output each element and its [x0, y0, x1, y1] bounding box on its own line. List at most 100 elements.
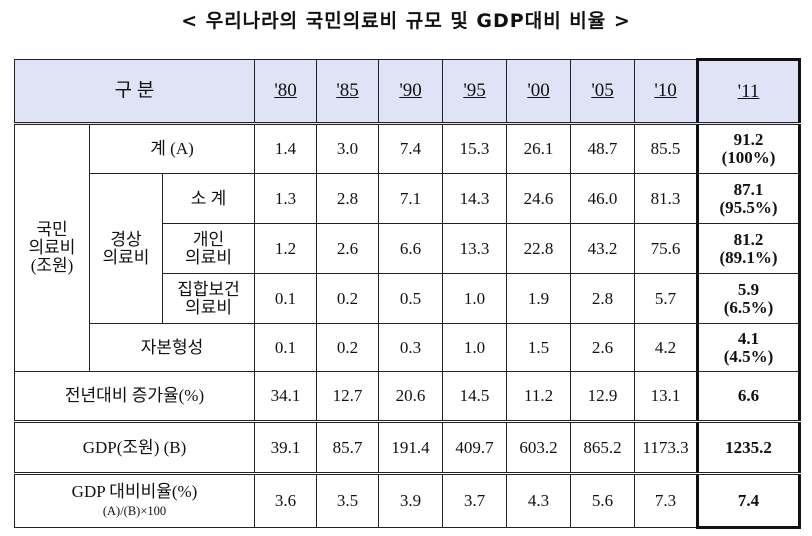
row-growth: 전년대비 증가율(%) 34.1 12.7 20.6 14.5 11.2 12.9 13.1 6… — [13, 371, 802, 422]
year-header: '95 — [442, 59, 508, 125]
value-cell-2011: 81.2 (89.1%) — [696, 223, 802, 274]
value-cell: 14.3 — [442, 173, 508, 224]
value-cell-2011: 87.1 (95.5%) — [696, 173, 802, 224]
value-cell: 4.3 — [506, 472, 572, 528]
value-cell: 7.1 — [378, 173, 444, 224]
value-cell: 5.6 — [570, 472, 636, 528]
value-cell: 3.7 — [442, 472, 508, 528]
row-capital: 자본형성 0.1 0.2 0.3 1.0 1.5 2.6 4.2 4.1 (4.5%) — [15, 323, 802, 372]
value-cell: 2.8 — [316, 173, 380, 224]
row-collective: 집합보건 의료비 0.1 0.2 0.5 1.0 1.9 2.8 5.7 5.9 (6.5%) — [15, 273, 802, 324]
value-cell: 81.3 — [634, 173, 699, 224]
value-cell-2011: 7.4 — [696, 472, 802, 529]
national-expenditure-label: 국민 의료비 (조원) — [14, 123, 90, 372]
value-cell: 1.3 — [254, 173, 318, 224]
value-cell: 3.6 — [254, 472, 318, 528]
value-cell: 43.2 — [570, 223, 636, 274]
value-cell: 2.6 — [316, 223, 380, 274]
year-label: '80 — [274, 80, 297, 102]
value-cell: 11.2 — [506, 371, 572, 422]
value-cell: 0.5 — [378, 273, 444, 324]
value-cell: 15.3 — [442, 123, 508, 174]
row-gdp: GDP(조원) (B) 39.1 85.7 191.4 409.7 603.2 865.2 1… — [13, 420, 802, 474]
year-header: '11 — [696, 58, 802, 125]
gdp-ratio-formula: (A)/(B)×100 — [102, 504, 167, 518]
year-label: '95 — [463, 80, 486, 102]
collective-expenditure-label: 집합보건 의료비 — [161, 273, 256, 324]
value-cell: 3.5 — [316, 472, 380, 528]
year-header: '05 — [570, 59, 636, 125]
page-title: < 우리나라의 국민의료비 규모 및 GDP대비 비율 > — [181, 10, 631, 32]
current-expenditure-label: 경상 의료비 — [89, 173, 163, 324]
value-cell: 1.0 — [442, 323, 508, 372]
value-cell: 865.2 — [570, 420, 636, 474]
value-cell: 0.2 — [316, 323, 380, 372]
row-personal: 개인 의료비 1.2 2.6 6.6 13.3 22.8 43.2 75.6 81.2 (89.1%… — [15, 223, 802, 274]
growth-rate-label: 전년대비 증가율(%) — [13, 371, 256, 422]
value-cell: 1173.3 — [634, 420, 699, 474]
value-cell: 22.8 — [506, 223, 572, 274]
value-cell: 1.5 — [506, 323, 572, 372]
personal-expenditure-label: 개인 의료비 — [161, 223, 256, 274]
year-header: '80 — [254, 59, 318, 125]
value-cell: 24.6 — [506, 173, 572, 224]
value-cell: 34.1 — [254, 371, 318, 422]
value-cell: 48.7 — [570, 123, 636, 174]
value-cell: 409.7 — [442, 420, 508, 474]
value-cell: 26.1 — [506, 123, 572, 174]
value-cell: 14.5 — [442, 371, 508, 422]
year-label: '05 — [591, 80, 614, 102]
value-cell: 0.2 — [316, 273, 380, 324]
value-cell: 12.7 — [316, 371, 380, 422]
value-cell: 7.4 — [378, 123, 444, 174]
value-cell: 603.2 — [506, 420, 572, 474]
capital-formation-label: 자본형성 — [88, 323, 256, 372]
value-cell: 75.6 — [634, 223, 699, 274]
value-cell: 2.8 — [570, 273, 636, 324]
row-total: 국민 의료비 (조원) 계 (A) 1.4 3.0 7.4 15.3 26.1 48.7 85.5 9… — [14, 123, 802, 372]
year-header: '85 — [316, 59, 380, 125]
value-cell-2011: 6.6 — [696, 371, 802, 422]
subtotal-label: 소 계 — [161, 173, 256, 224]
value-cell: 0.3 — [378, 323, 444, 372]
value-cell: 7.3 — [634, 472, 699, 528]
value-cell: 20.6 — [378, 371, 444, 422]
value-cell-2011: 1235.2 — [696, 420, 802, 474]
health-expenditure-table: 구 분 '80 '85 '90 '95 '00 '05 '10 '11 국민 의료비 (조원) 계 (A… — [13, 58, 802, 529]
total-label: 계 (A) — [88, 123, 256, 174]
value-cell: 3.0 — [316, 123, 380, 174]
row-ratio: GDP 대비비율(%) (A)/(B)×100 3.6 3.5 3.9 3.7 4.3 5.6… — [13, 472, 802, 529]
year-label: '10 — [654, 80, 677, 102]
header-label: 구 분 — [13, 59, 256, 125]
row-subtotal: 경상 의료비 소 계 1.3 2.8 7.1 14.3 24.6 46.0 81.3 87.1 (95… — [15, 173, 802, 324]
value-cell: 12.9 — [570, 371, 636, 422]
value-cell: 39.1 — [254, 420, 318, 474]
header-row: 구 분 '80 '85 '90 '95 '00 '05 '10 '11 — [13, 58, 802, 125]
gdp-label: GDP(조원) (B) — [13, 420, 256, 474]
value-cell: 13.3 — [442, 223, 508, 274]
table-body: 구 분 '80 '85 '90 '95 '00 '05 '10 '11 국민 의료비 (조원) 계 (A… — [13, 58, 802, 529]
value-cell-2011: 4.1 (4.5%) — [696, 323, 802, 372]
value-cell: 0.1 — [254, 323, 318, 372]
value-cell: 3.9 — [378, 472, 444, 528]
value-cell: 1.4 — [254, 123, 318, 174]
year-label: '11 — [737, 80, 760, 102]
value-cell: 2.6 — [570, 323, 636, 372]
gdp-ratio-label: GDP 대비비율(%) (A)/(B)×100 — [13, 472, 256, 528]
value-cell: 4.2 — [634, 323, 699, 372]
year-label: '90 — [399, 80, 422, 102]
year-header: '00 — [506, 59, 572, 125]
value-cell: 6.6 — [378, 223, 444, 274]
value-cell: 191.4 — [378, 420, 444, 474]
value-cell: 85.5 — [634, 123, 699, 174]
value-cell: 1.9 — [506, 273, 572, 324]
value-cell-2011: 5.9 (6.5%) — [696, 273, 802, 324]
value-cell: 46.0 — [570, 173, 636, 224]
value-cell: 5.7 — [634, 273, 699, 324]
year-label: '85 — [336, 80, 359, 102]
value-cell: 1.0 — [442, 273, 508, 324]
value-cell: 85.7 — [316, 420, 380, 474]
value-cell-2011: 91.2 (100%) — [696, 123, 802, 174]
value-cell: 13.1 — [634, 371, 699, 422]
year-header: '90 — [378, 59, 444, 125]
